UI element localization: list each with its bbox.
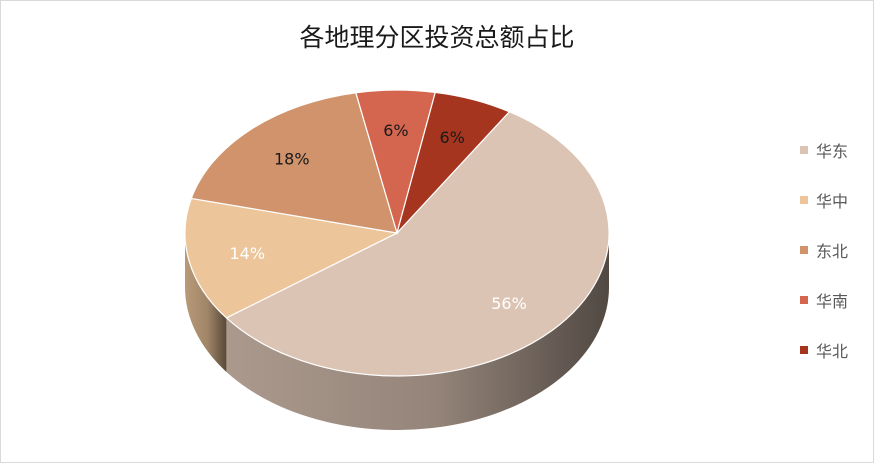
legend-swatch [800,196,808,204]
legend-label: 华南 [816,292,849,311]
legend-label: 东北 [816,242,849,261]
legend-item: 东北 [800,238,848,262]
pie-labels: 56% 14% 18% 6% 6% [229,121,526,313]
pie-side-shade-0 [226,233,609,430]
pie-data-label-2: 18% [274,149,310,168]
pie-data-label-3: 6% [383,121,408,140]
pie-data-label-1: 14% [229,244,265,263]
legend-swatch [800,296,808,304]
legend-item: 华东 [800,138,848,162]
pie-slice-华中 [184,197,399,319]
legend-item: 华中 [800,188,848,212]
legend-item: 华北 [800,338,848,362]
pie-slice-华东 [225,111,610,377]
legend-swatch [800,146,808,154]
pie-data-label-0: 56% [491,294,527,313]
pie-sides [185,233,609,430]
legend-swatch [800,346,808,354]
legend: 华东 华中 东北 华南 华北 [800,138,848,388]
pie-tops [184,89,610,377]
pie-data-label-4: 6% [440,128,465,147]
pie-slice-华北 [396,91,511,234]
pie-slice-东北 [190,92,398,234]
chart-title: 各地理分区投资总额占比 [299,23,575,52]
pie-side-shade-1 [185,233,227,372]
legend-label: 华中 [816,192,849,211]
legend-label: 华北 [816,342,849,361]
legend-label: 华东 [816,142,849,161]
legend-swatch [800,246,808,254]
legend-item: 华南 [800,288,848,312]
